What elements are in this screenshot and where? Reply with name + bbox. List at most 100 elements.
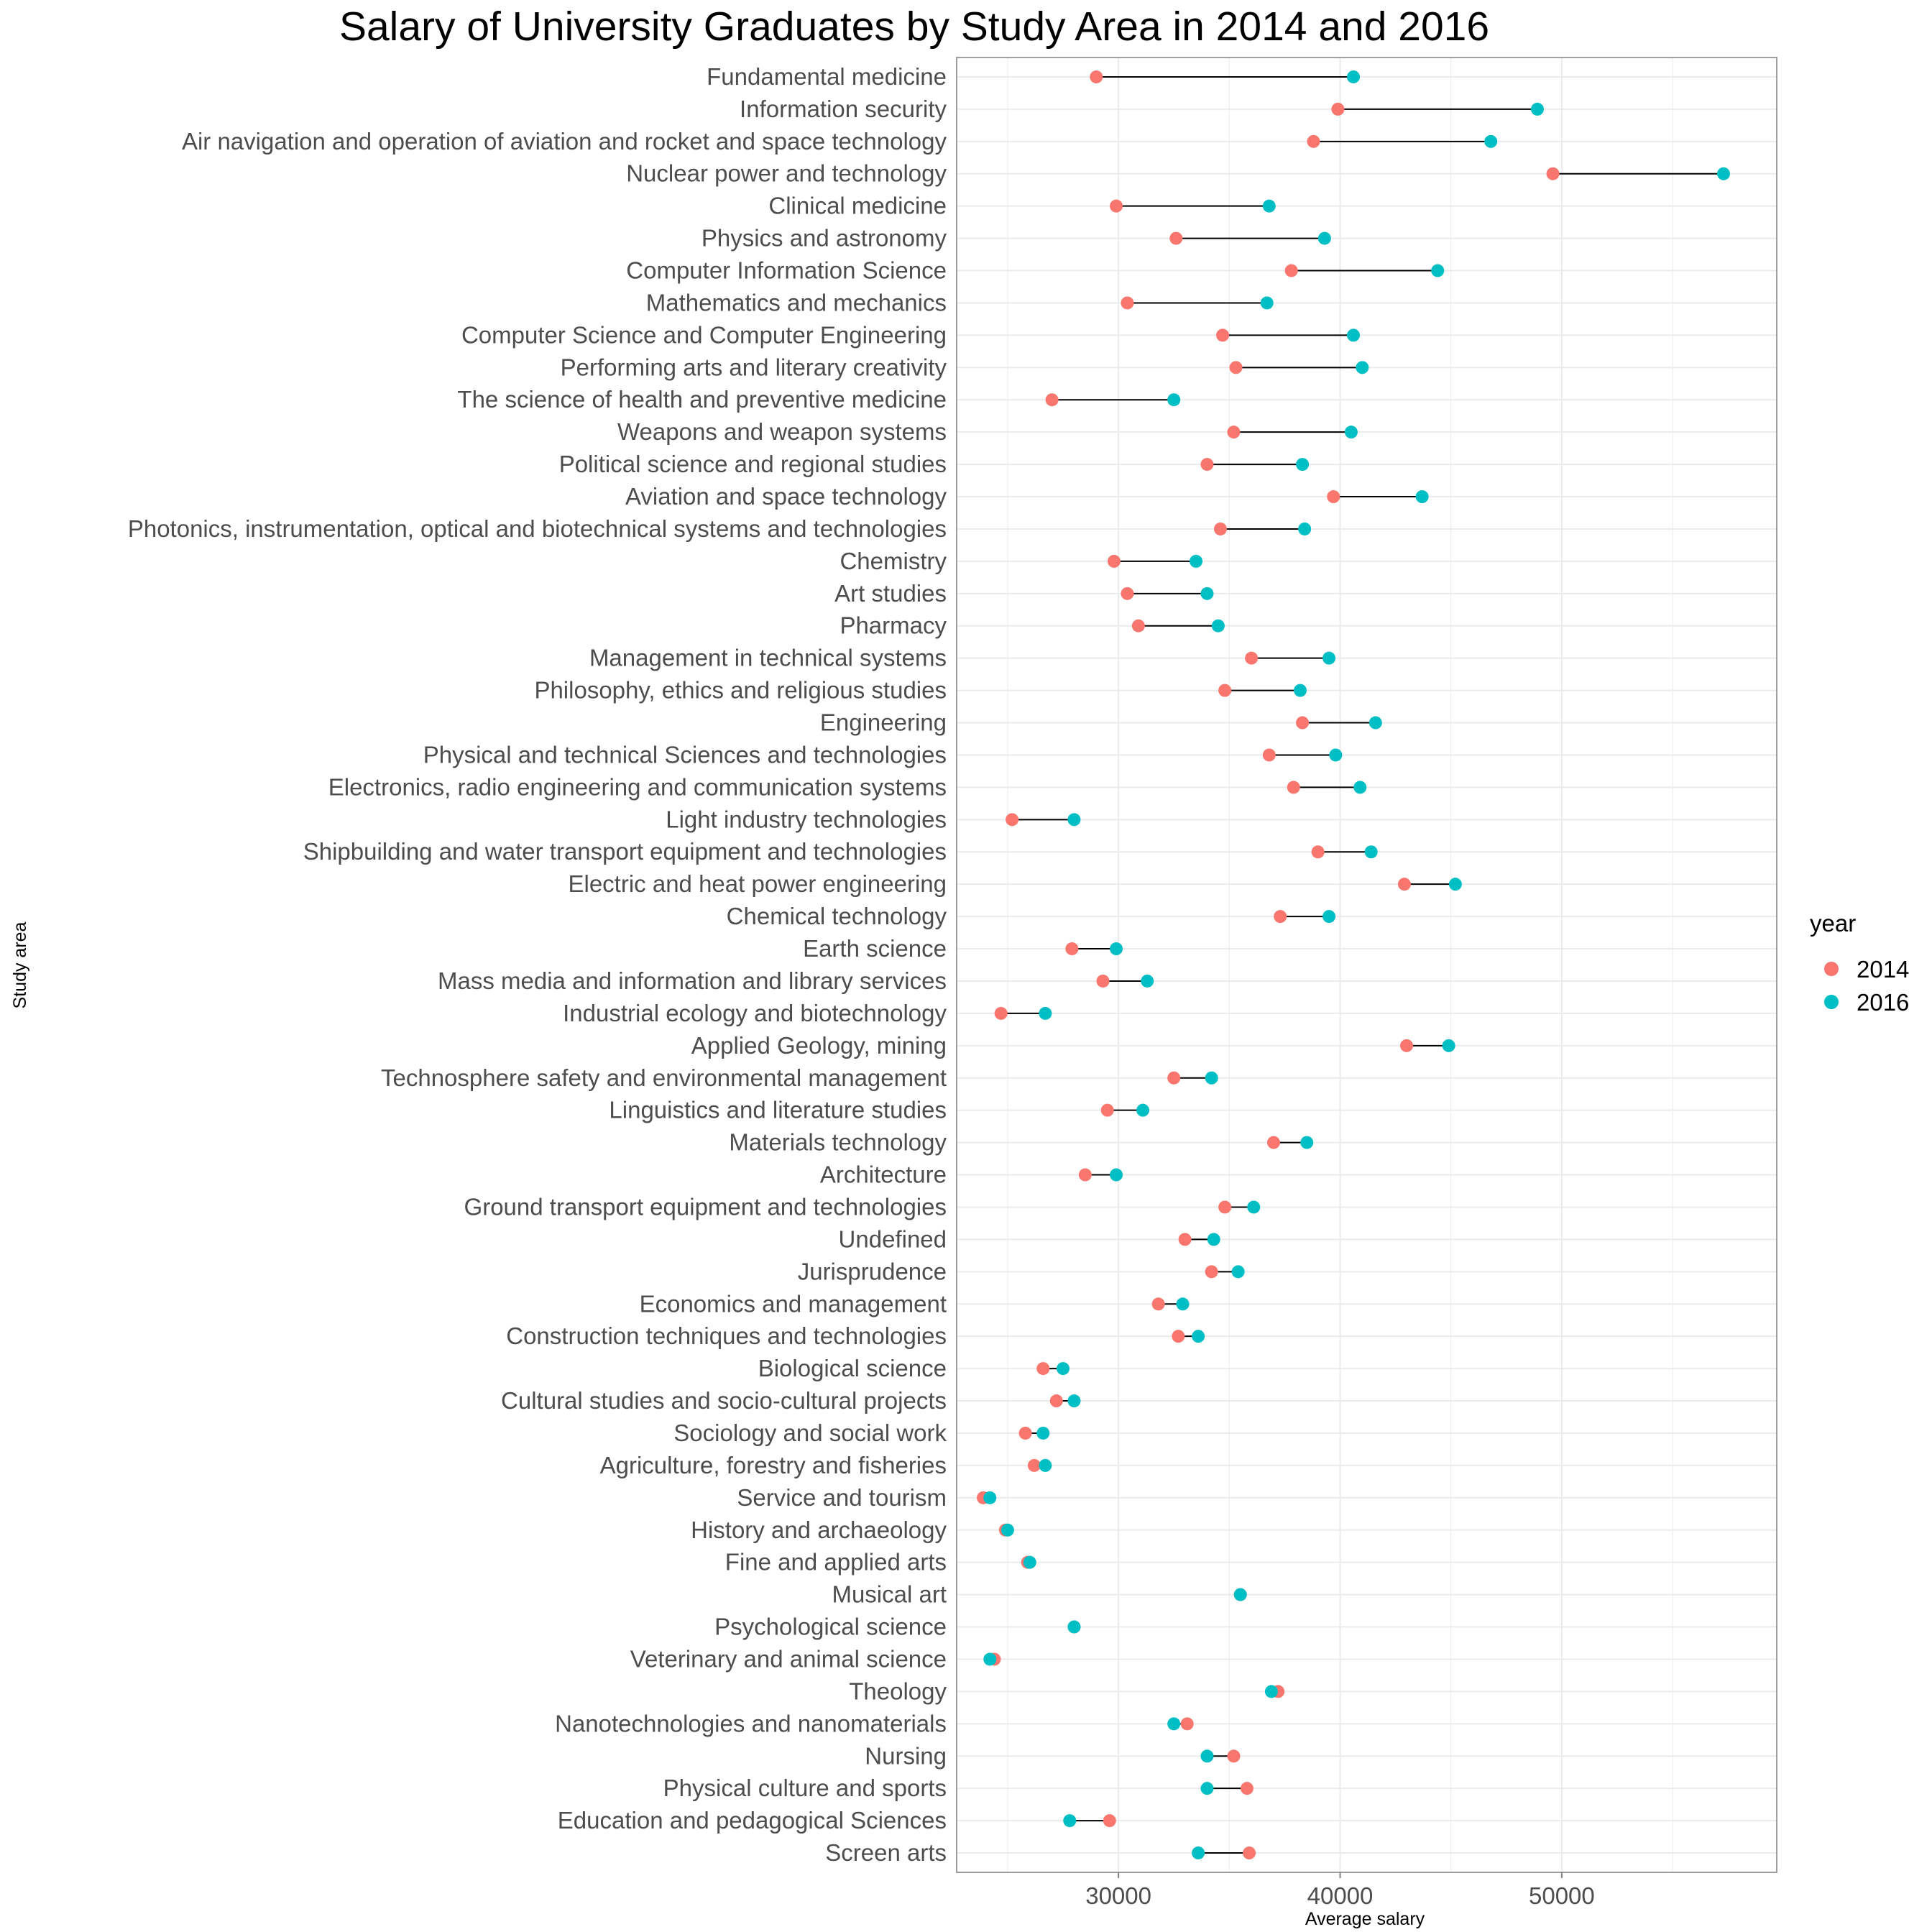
point-2016: [1023, 1555, 1036, 1569]
y-axis-title: Study area: [10, 921, 30, 1008]
category-label: Physical and technical Sciences and tech…: [423, 741, 947, 768]
point-2014: [1110, 199, 1123, 213]
category-label: Jurisprudence: [798, 1258, 947, 1284]
category-label: Materials technology: [729, 1129, 947, 1156]
point-2014: [1121, 296, 1134, 310]
category-label: Air navigation and operation of aviation…: [182, 128, 947, 155]
point-2014: [1240, 1782, 1254, 1795]
x-tick-label: 50000: [1529, 1882, 1595, 1909]
point-2016: [1346, 328, 1360, 342]
chart-title: Salary of University Graduates by Study …: [339, 4, 1489, 50]
point-2014: [1274, 910, 1287, 924]
category-label: Veterinary and animal science: [630, 1645, 947, 1672]
point-2016: [1298, 522, 1312, 535]
point-2014: [1131, 619, 1145, 632]
legend-title: year: [1810, 910, 1856, 937]
point-2014: [1018, 1426, 1032, 1440]
point-2016: [1260, 296, 1274, 310]
point-2016: [1231, 1265, 1245, 1279]
point-2014: [1266, 1136, 1280, 1149]
point-2016: [1262, 199, 1276, 213]
category-label: Performing arts and literary creativity: [561, 354, 947, 380]
point-2016: [983, 1652, 997, 1666]
point-2016: [1141, 974, 1154, 988]
category-label: Nanotechnologies and nanomaterials: [555, 1710, 947, 1736]
category-label: Ground transport equipment and technolog…: [464, 1193, 947, 1220]
point-2014: [1284, 264, 1298, 277]
point-2016: [1192, 1846, 1205, 1860]
point-2014: [1216, 328, 1230, 342]
point-2014: [1100, 1103, 1114, 1117]
point-2014: [1229, 361, 1243, 374]
category-label: Sociology and social work: [673, 1420, 947, 1446]
point-2014: [1296, 716, 1310, 730]
category-label: Nuclear power and technology: [626, 160, 947, 187]
point-2016: [1353, 781, 1367, 794]
point-2016: [1192, 1330, 1205, 1343]
category-label: Mathematics and mechanics: [646, 289, 947, 316]
point-2016: [1207, 1233, 1220, 1246]
category-label: Nursing: [865, 1742, 947, 1769]
x-axis-ticks: 30000 40000 50000: [1085, 1872, 1595, 1909]
category-label: Photonics, instrumentation, optical and …: [128, 515, 947, 542]
point-2014: [1287, 781, 1300, 794]
legend-entries: 2014 2016: [1824, 956, 1909, 1016]
point-2014: [1331, 102, 1345, 116]
category-label: Fine and applied arts: [725, 1549, 947, 1576]
category-label: Architecture: [820, 1162, 947, 1188]
grid-lines: [957, 58, 1777, 1872]
point-2016: [1067, 1620, 1081, 1634]
point-2014: [1006, 813, 1019, 827]
legend-key: [1824, 995, 1839, 1009]
point-2016: [1036, 1426, 1050, 1440]
point-2014: [1546, 167, 1560, 180]
category-label: Information security: [740, 96, 947, 122]
category-label: Clinical medicine: [768, 193, 947, 219]
point-2016: [1067, 813, 1081, 827]
point-2014: [1200, 458, 1214, 472]
point-2014: [1227, 1749, 1241, 1763]
category-label: Agriculture, forestry and fisheries: [600, 1452, 947, 1478]
category-label: Linguistics and literature studies: [609, 1097, 947, 1123]
point-2014: [1262, 748, 1276, 762]
point-2016: [1136, 1103, 1150, 1117]
category-label: Physics and astronomy: [702, 225, 947, 252]
category-label: Physical culture and sports: [663, 1775, 947, 1801]
point-2016: [1484, 134, 1498, 148]
category-label: Industrial ecology and biotechnology: [563, 1000, 947, 1026]
category-label: Philosophy, ethics and religious studies: [534, 677, 947, 704]
point-2016: [1264, 1685, 1278, 1698]
category-label: Cultural studies and socio-cultural proj…: [501, 1387, 947, 1414]
category-label: Technosphere safety and environmental ma…: [381, 1064, 947, 1091]
point-2016: [983, 1491, 997, 1504]
point-2016: [1200, 1782, 1214, 1795]
point-2014: [1172, 1330, 1185, 1343]
point-2016: [1039, 1458, 1052, 1472]
point-2016: [1317, 231, 1331, 245]
point-2014: [1090, 70, 1103, 83]
point-2016: [1110, 1168, 1123, 1182]
category-label: Electronics, radio engineering and commu…: [328, 773, 947, 800]
point-2014: [1049, 1394, 1063, 1408]
category-label: History and archaeology: [691, 1517, 947, 1543]
point-2016: [1167, 393, 1181, 407]
point-2014: [1121, 586, 1134, 600]
point-2016: [1176, 1297, 1190, 1311]
category-label: Weapons and weapon systems: [617, 418, 947, 445]
x-tick-label: 30000: [1085, 1882, 1151, 1909]
category-label: Service and tourism: [737, 1484, 947, 1511]
point-2014: [1065, 942, 1079, 956]
point-2014: [1243, 1846, 1256, 1860]
point-2014: [1027, 1458, 1041, 1472]
category-label: Applied Geology, mining: [691, 1032, 947, 1059]
point-2014: [1180, 1717, 1194, 1731]
point-2016: [1448, 878, 1462, 891]
category-label: Fundamental medicine: [707, 63, 947, 90]
point-2016: [1368, 716, 1382, 730]
category-labels: Fundamental medicine Information security…: [128, 63, 947, 1866]
point-2016: [1233, 1588, 1247, 1601]
point-2016: [1442, 1039, 1455, 1052]
legend: year 2014 2016: [1810, 910, 1909, 1016]
point-2014: [1311, 845, 1325, 859]
